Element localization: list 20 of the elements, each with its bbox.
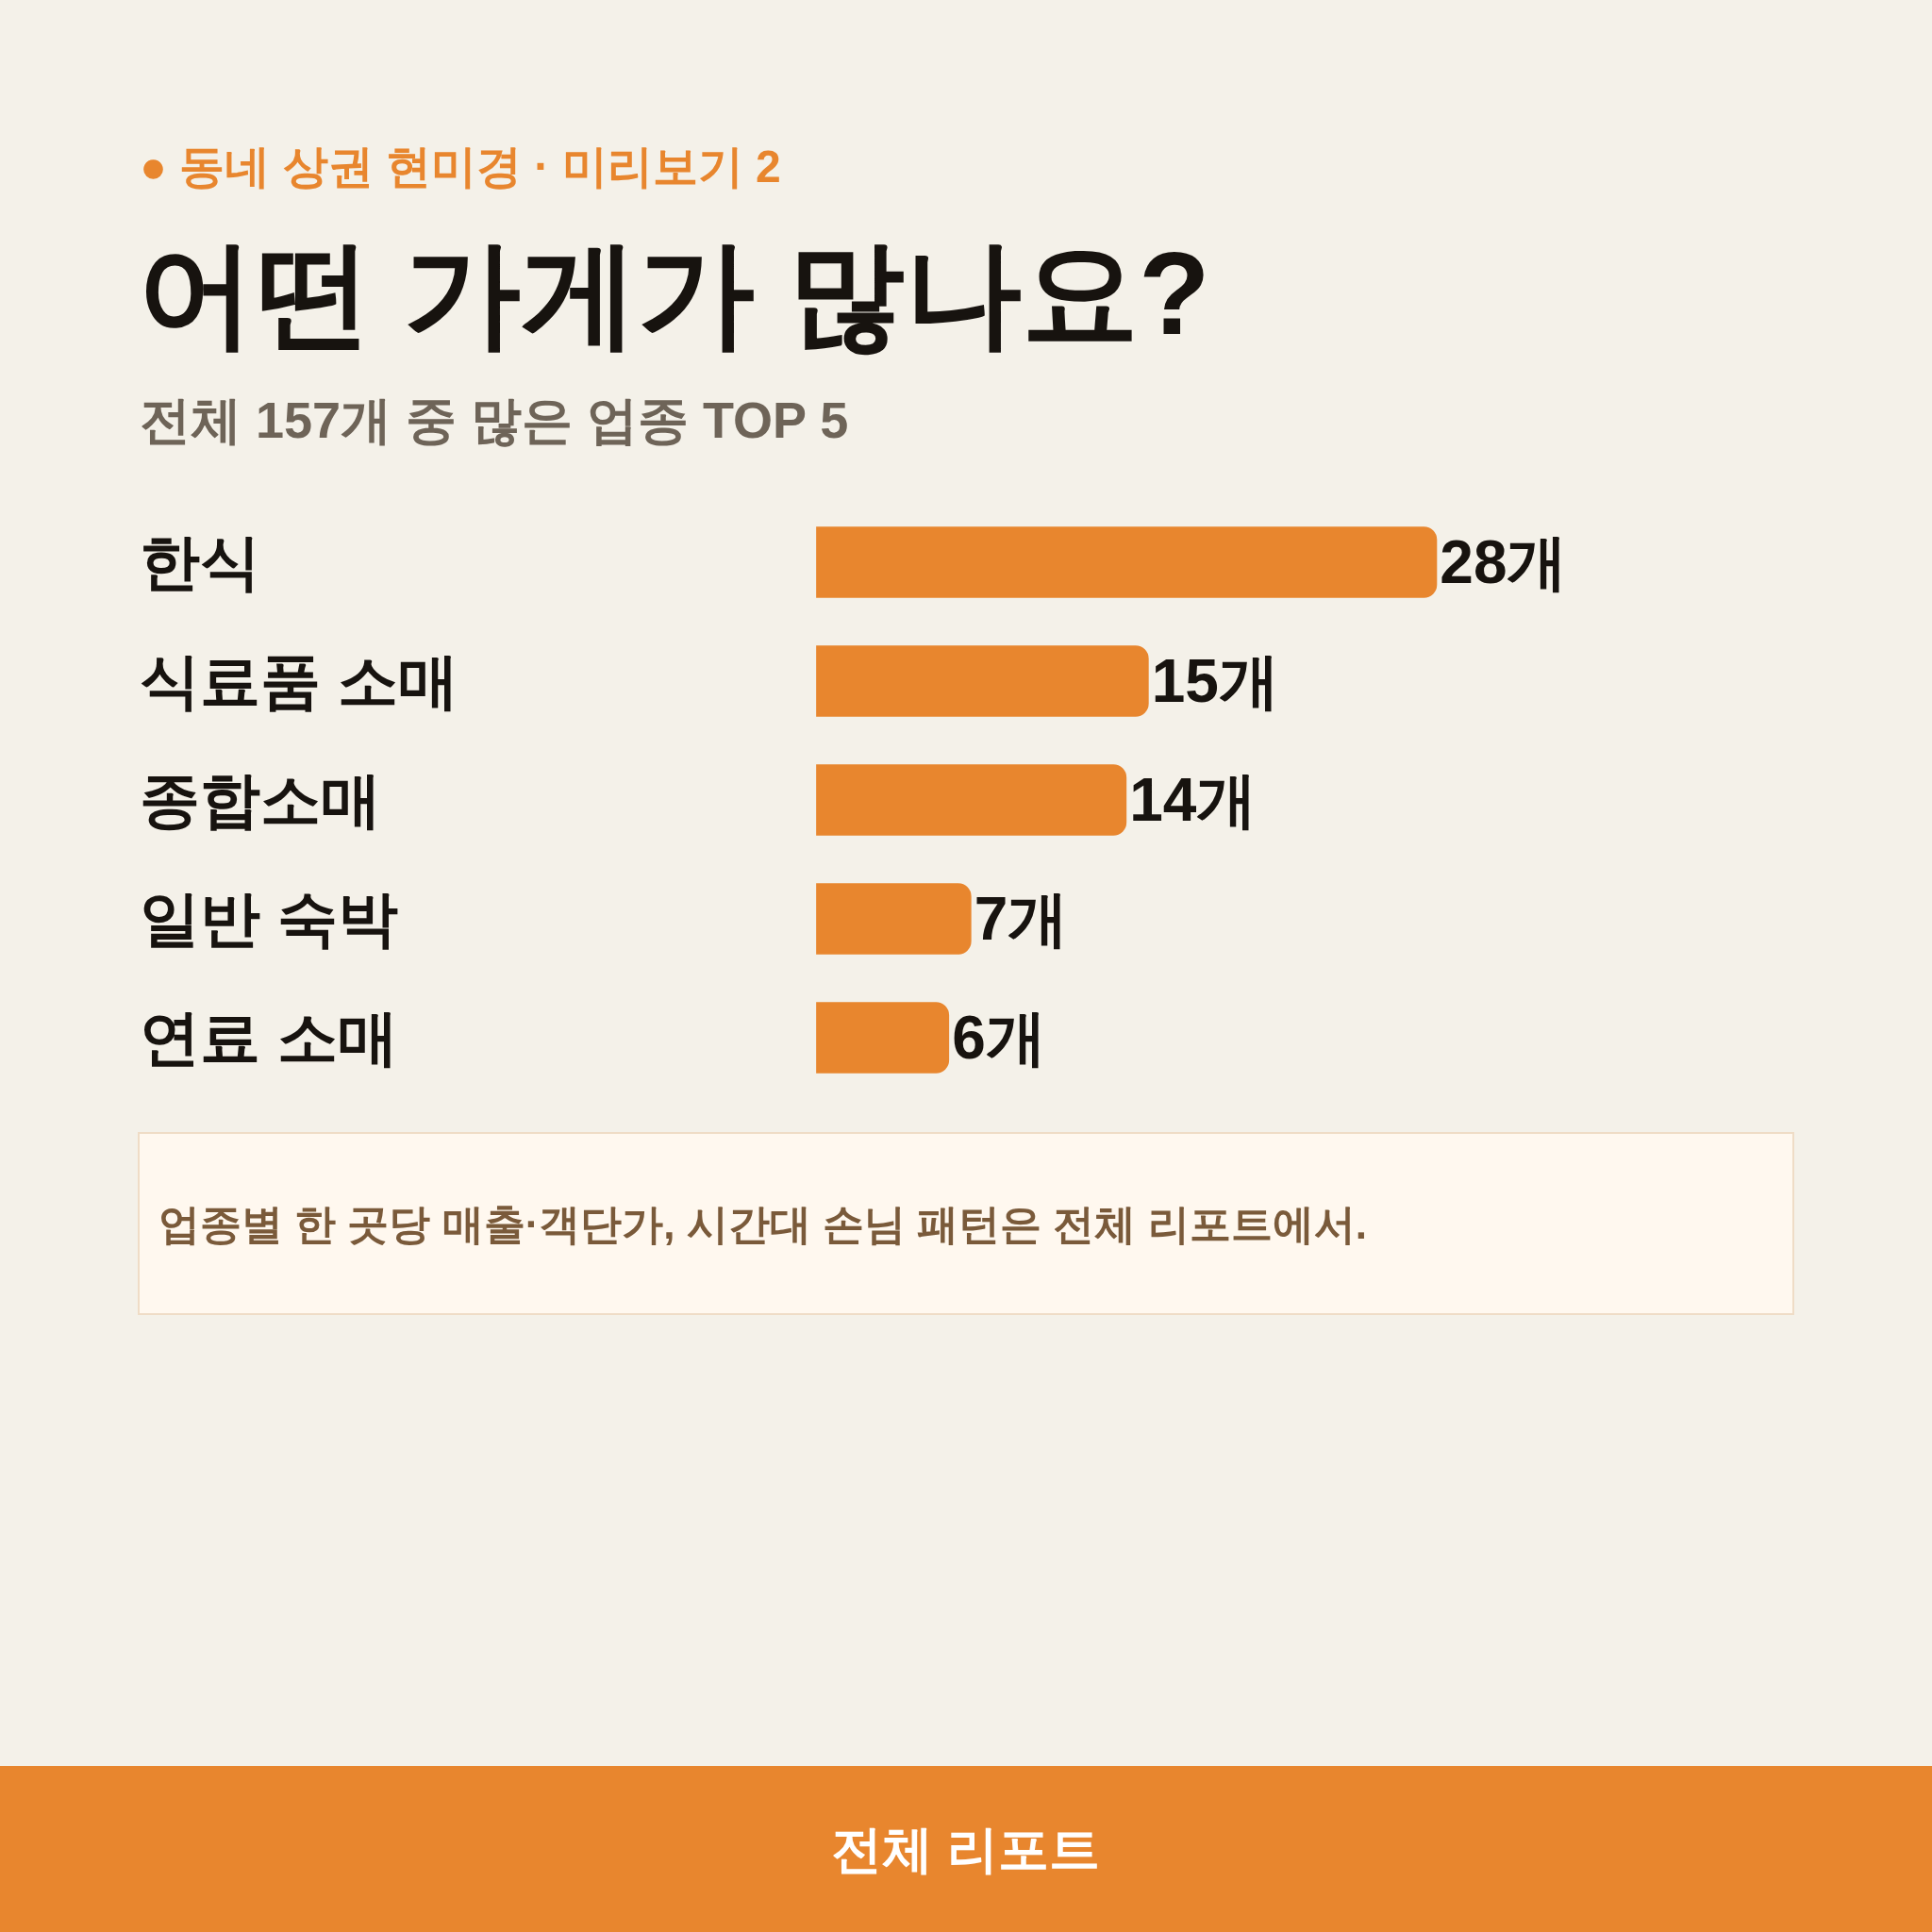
y-tick-label: 일반 숙박 <box>140 885 398 953</box>
chart-title: 어떤 가게가 많나요? <box>138 228 1210 359</box>
text: ● 동네 상권 현미경 · 미리보기 2 <box>140 142 781 192</box>
data-label: 7개 <box>974 885 1069 953</box>
data-label: 6개 <box>952 1004 1046 1072</box>
y-tick-label: 한식 <box>140 528 260 596</box>
data-label: 28개 <box>1440 528 1568 596</box>
y-tick-label: 종합소매 <box>140 766 381 834</box>
y-tick-label: 식료품 소매 <box>140 647 458 715</box>
bar <box>816 526 1438 598</box>
data-label: 15개 <box>1151 647 1279 715</box>
data-label: 14개 <box>1129 766 1257 834</box>
text: 전체 리포트 <box>831 1821 1101 1877</box>
bar <box>816 1002 950 1074</box>
bar <box>816 764 1127 836</box>
chart-subtitle: 전체 157개 중 많은 업종 TOP 5 <box>140 391 849 448</box>
bar <box>816 883 972 955</box>
y-tick-label: 연료 소매 <box>140 1004 398 1072</box>
text: 업종별 한 곳당 매출·객단가, 시간대 손님 패턴은 전체 리포트에서. <box>158 1200 1367 1247</box>
bar <box>816 645 1149 717</box>
